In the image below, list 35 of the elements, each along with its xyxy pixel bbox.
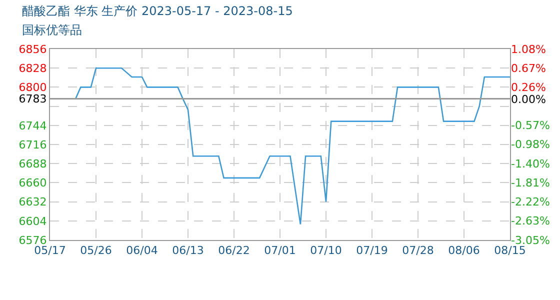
y-tick-label: 6632 xyxy=(18,196,47,209)
y2-tick-label: 1.08% xyxy=(511,42,546,56)
chart-title: 醋酸乙酯 华东 生产价 2023-05-17 - 2023-08-15 xyxy=(22,4,293,18)
x-tick-label: 08/06 xyxy=(448,244,480,258)
y2-tick-label: -2.22% xyxy=(511,195,550,208)
y-tick-label: 6688 xyxy=(18,157,47,170)
y2-tick-label: -2.63% xyxy=(511,214,550,228)
y-tick-label: 6783 xyxy=(18,92,47,106)
y2-tick-label: -0.57% xyxy=(511,119,550,132)
y2-tick-label: -1.40% xyxy=(511,158,550,171)
x-tick-label: 05/26 xyxy=(80,244,112,258)
x-tick-label: 05/17 xyxy=(34,244,66,258)
y-tick-label: 6660 xyxy=(18,176,47,190)
y-tick-label: 6716 xyxy=(18,138,47,152)
x-tick-label: 08/15 xyxy=(494,244,526,258)
y-tick-label: 6856 xyxy=(18,42,47,56)
y-tick-label: 6576 xyxy=(18,234,47,247)
y2-tick-label: 0.67% xyxy=(511,62,546,75)
x-tick-label: 07/01 xyxy=(264,244,296,258)
x-tick-label: 07/10 xyxy=(310,244,342,258)
x-tick-label: 06/13 xyxy=(172,244,204,258)
y-tick-label: 6800 xyxy=(18,81,47,94)
y-tick-label: 6828 xyxy=(18,62,47,75)
x-tick-label: 07/19 xyxy=(356,244,388,258)
y2-tick-label: 0.26% xyxy=(511,80,546,94)
chart-subtitle: 国标优等品 xyxy=(22,23,82,37)
y2-tick-label: -3.05% xyxy=(511,234,550,247)
y2-tick-label: -0.98% xyxy=(511,138,550,152)
x-tick-label: 06/04 xyxy=(126,244,158,258)
y-tick-label: 6604 xyxy=(18,214,47,228)
y2-tick-label: 0.00% xyxy=(511,92,546,106)
y-tick-label: 6744 xyxy=(18,119,47,132)
y2-tick-label: -1.81% xyxy=(511,176,550,190)
x-tick-label: 07/28 xyxy=(402,244,434,258)
x-tick-label: 06/22 xyxy=(218,244,250,258)
